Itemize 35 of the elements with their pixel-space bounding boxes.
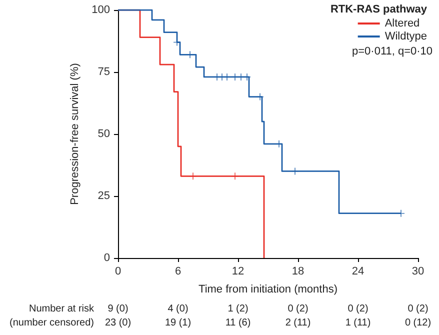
x-tick-label: 30 [412,266,424,278]
text: 11 (6) [225,318,251,328]
legend-label: Altered [384,18,420,30]
y-tick-label: 75 [98,66,110,78]
point [256,93,264,100]
text: 19 (1) [164,318,192,328]
text: 1 (11) [345,318,371,328]
x-axis-title: Time from initiation (months) [198,284,338,296]
point [292,168,298,175]
x-tick-label: 0 [114,266,122,278]
legend-title: RTK-RAS pathway [330,4,428,16]
legend-label: Wildtype [384,30,428,42]
text: 23 (0) [104,318,132,328]
y-tick-label: 100 [92,4,110,16]
text: 2 (11) [285,318,311,328]
y-tick-label: 0 [104,252,110,264]
x-tick-label: 18 [292,266,304,278]
y-tick-label: 25 [98,190,110,202]
text: (number censored) [10,318,94,328]
x-tick-label: 6 [174,266,182,278]
point [190,172,196,180]
text: 9 (0) [108,304,128,314]
text: 0 (12) [404,318,432,328]
text: Number at risk [28,304,95,314]
x-tick-label: 12 [232,266,244,278]
text: 0 (2) [408,304,428,314]
y-axis-title: Progression-free survival (%) [69,63,82,205]
x-tick-label: 24 [352,266,364,278]
text: 0 (2) [288,304,308,314]
text: 4 (0) [168,304,188,314]
annotation: p=0·011, q=0·10 [352,46,433,58]
y-tick-label: 50 [98,128,110,140]
text: 1 (2) [228,304,248,314]
text: 0 (2) [348,304,368,314]
point [232,172,238,180]
